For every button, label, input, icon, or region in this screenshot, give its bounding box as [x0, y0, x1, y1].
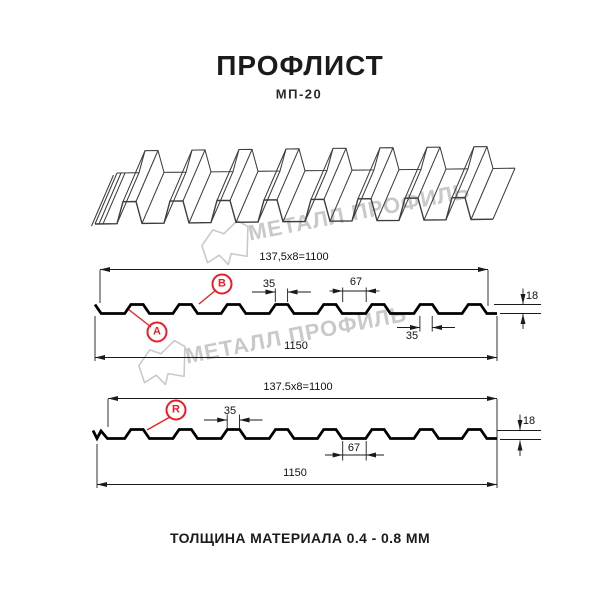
section-ab-profile-outline	[93, 303, 497, 315]
label-a-badge: A	[146, 321, 168, 343]
dim-label-rib-top-width: 35	[262, 278, 276, 290]
dim-label-trough-width: 67	[349, 276, 363, 288]
dim-label-pitch-total: 137.5x8=1100	[263, 381, 333, 393]
dim-label-trough-width: 67	[347, 442, 361, 454]
metall-profil-logo-icon	[201, 219, 249, 266]
page-subtitle: МП-20	[275, 86, 323, 102]
metall-profil-logo-icon	[138, 339, 186, 386]
label-b-badge: B	[211, 273, 233, 295]
profile-3d-view	[91, 146, 516, 227]
dim-label-full-width: 1150	[284, 340, 308, 352]
label-r-badge: R	[165, 399, 187, 421]
section-r-profile-outline	[91, 428, 497, 442]
dim-label-profile-height: 18	[525, 290, 539, 302]
dim-label-pitch-total: 137,5x8=1100	[259, 251, 329, 263]
dim-label-full-width: 1150	[283, 467, 307, 479]
material-thickness-note: ТОЛЩИНА МАТЕРИАЛА 0.4 - 0.8 ММ	[169, 530, 431, 546]
dim-label-profile-height: 18	[522, 415, 536, 427]
section-ab-dimension-lines	[94, 267, 541, 361]
section-r-dimension-lines	[96, 396, 541, 488]
dim-label-rib-bottom-width: 35	[405, 330, 419, 342]
page-title: ПРОФЛИСТ	[216, 50, 384, 81]
dim-label-rib-top-width: 35	[223, 405, 237, 417]
label-leader-lines	[127, 289, 217, 431]
